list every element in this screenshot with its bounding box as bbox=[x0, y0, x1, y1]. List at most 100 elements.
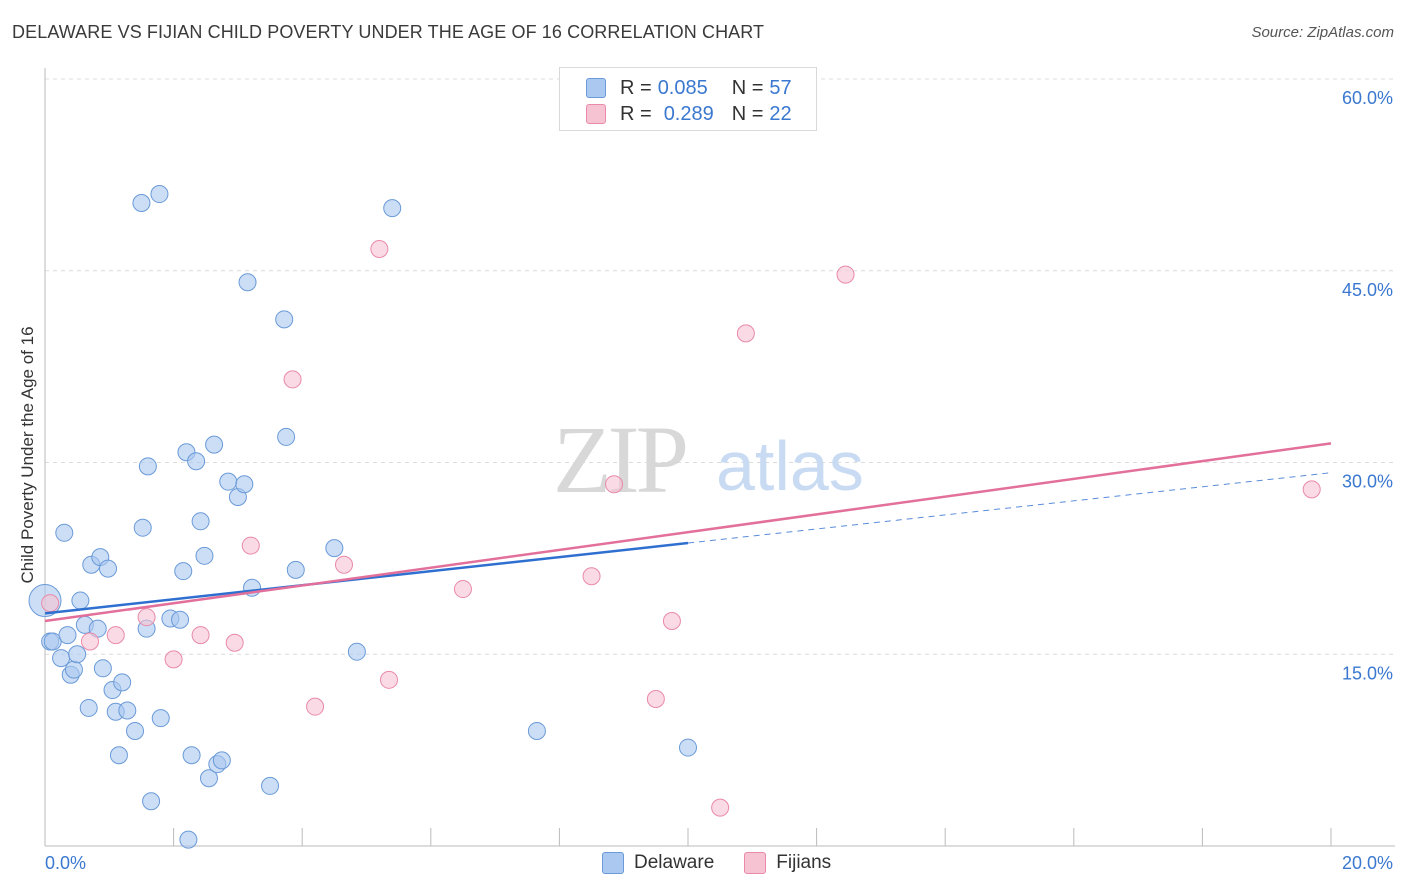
trend-lines bbox=[44, 442, 1332, 623]
delaware-legend-label: Delaware bbox=[634, 852, 715, 873]
fijians-point bbox=[106, 626, 125, 645]
fijians-point bbox=[370, 240, 389, 259]
delaware-point bbox=[58, 626, 77, 645]
delaware-point bbox=[238, 273, 257, 292]
delaware-points bbox=[28, 185, 697, 849]
delaware-point bbox=[219, 472, 238, 491]
fijians-legend-label: Fijians bbox=[776, 852, 832, 873]
delaware-point bbox=[261, 776, 280, 795]
delaware-point bbox=[126, 721, 145, 740]
fijians-point bbox=[605, 475, 624, 494]
delaware-point bbox=[182, 746, 201, 765]
fijians-points bbox=[41, 240, 1321, 817]
delaware-point bbox=[174, 562, 193, 581]
delaware-point bbox=[133, 518, 152, 537]
delaware-point bbox=[109, 746, 128, 765]
fijians-swatch bbox=[586, 104, 606, 124]
fijians-legend-swatch bbox=[744, 852, 767, 874]
y-tick-label-3: 60.0% bbox=[1342, 88, 1393, 108]
delaware-point bbox=[64, 660, 83, 679]
delaware-point bbox=[142, 792, 161, 811]
y-tick-label-0: 15.0% bbox=[1342, 663, 1393, 683]
axes bbox=[44, 68, 1395, 847]
fijians-n-value: 22 bbox=[769, 102, 792, 125]
fijians-point bbox=[582, 567, 601, 586]
delaware-point bbox=[151, 709, 170, 728]
delaware-point bbox=[171, 610, 190, 629]
delaware-point bbox=[132, 193, 151, 212]
legend-item-fijians[interactable]: Fijians bbox=[744, 852, 831, 874]
fijians-point bbox=[711, 798, 730, 817]
tick-labels: 15.0% 30.0% 45.0% 60.0% 0.0% 20.0% bbox=[45, 88, 1393, 873]
delaware-point bbox=[212, 751, 231, 770]
delaware-point bbox=[187, 452, 206, 471]
fijians-r-value: 0.289 bbox=[663, 102, 714, 125]
fijians-point bbox=[164, 650, 183, 669]
delaware-point bbox=[138, 457, 157, 476]
delaware-point bbox=[199, 769, 218, 788]
chart-title: DELAWARE VS FIJIAN CHILD POVERTY UNDER T… bbox=[12, 22, 765, 42]
delaware-point bbox=[79, 698, 98, 717]
delaware-point bbox=[235, 475, 254, 494]
fijians-point bbox=[736, 324, 755, 343]
y-tick-label-1: 30.0% bbox=[1342, 472, 1393, 492]
series-legend: Delaware Fijians bbox=[602, 852, 861, 874]
delaware-point bbox=[191, 512, 210, 531]
delaware-point bbox=[113, 673, 132, 692]
fijians-trend-line bbox=[44, 442, 1332, 623]
y-tick-label-2: 45.0% bbox=[1342, 280, 1393, 300]
source-label: Source: ZipAtlas.com bbox=[1251, 24, 1394, 41]
delaware-point bbox=[277, 427, 296, 446]
delaware-point bbox=[71, 591, 90, 610]
fijians-point bbox=[380, 670, 399, 689]
fijians-point bbox=[225, 633, 244, 652]
delaware-point bbox=[150, 185, 169, 204]
legend-row-delaware: R = 0.085 N = 57 bbox=[586, 76, 792, 100]
grid-lines bbox=[45, 78, 1395, 655]
fijians-point bbox=[1302, 480, 1321, 499]
delaware-point bbox=[527, 721, 546, 740]
delaware-point bbox=[679, 738, 697, 757]
watermark-zip: ZIP bbox=[553, 406, 686, 513]
fijians-point bbox=[283, 370, 302, 389]
delaware-point bbox=[286, 560, 305, 579]
delaware-point bbox=[325, 539, 344, 558]
delaware-point bbox=[68, 645, 87, 664]
fijians-point bbox=[81, 632, 100, 651]
delaware-r-value: 0.085 bbox=[657, 76, 708, 99]
fijians-n-label: N = bbox=[731, 102, 764, 125]
fijians-point bbox=[191, 626, 210, 645]
fijians-point bbox=[334, 555, 353, 574]
delaware-r-label: R = bbox=[620, 76, 652, 99]
fijians-point bbox=[241, 536, 260, 555]
delaware-point bbox=[205, 435, 224, 454]
fijians-point bbox=[41, 594, 60, 613]
delaware-n-label: N = bbox=[731, 76, 764, 99]
fijians-point bbox=[836, 265, 855, 284]
x-tick-label-0: 0.0% bbox=[45, 853, 86, 873]
delaware-point bbox=[118, 701, 137, 720]
fijians-r-label: R = bbox=[620, 102, 652, 125]
legend-item-delaware[interactable]: Delaware bbox=[602, 852, 714, 874]
delaware-swatch bbox=[586, 78, 606, 98]
fijians-point bbox=[646, 689, 665, 708]
fijians-point bbox=[662, 612, 681, 631]
watermark: ZIP atlas bbox=[553, 406, 864, 513]
delaware-point bbox=[383, 199, 402, 218]
legend-row-fijians: R = 0.289 N = 22 bbox=[586, 102, 792, 126]
delaware-trend-line bbox=[44, 541, 689, 615]
delaware-point bbox=[347, 642, 366, 661]
delaware-point bbox=[179, 830, 198, 849]
correlation-legend: R = 0.085 N = 57 R = 0.289 N = 22 bbox=[559, 67, 817, 131]
delaware-point bbox=[99, 559, 118, 578]
delaware-point bbox=[55, 523, 74, 542]
delaware-point bbox=[275, 310, 294, 329]
delaware-trend-extension bbox=[687, 472, 1332, 544]
delaware-n-value: 57 bbox=[769, 76, 792, 99]
watermark-atlas: atlas bbox=[716, 427, 864, 505]
delaware-point bbox=[195, 546, 214, 565]
x-tick-label-1: 20.0% bbox=[1342, 853, 1393, 873]
delaware-legend-swatch bbox=[602, 852, 624, 874]
fijians-point bbox=[306, 697, 325, 716]
